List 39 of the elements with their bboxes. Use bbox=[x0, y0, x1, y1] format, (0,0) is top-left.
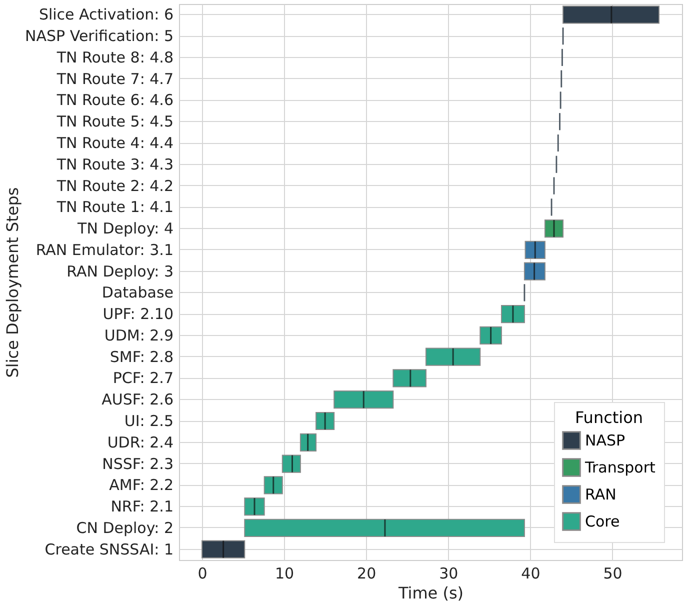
y-tick-label: CN Deploy: 2 bbox=[76, 518, 174, 537]
x-tick-label: 10 bbox=[274, 564, 294, 582]
y-tick-label: NRF: 2.1 bbox=[110, 498, 174, 516]
y-axis-title: Slice Deployment Steps bbox=[3, 187, 22, 378]
y-tick-label: UI: 2.5 bbox=[124, 412, 174, 430]
legend-label: Transport bbox=[584, 458, 656, 476]
y-tick-label: TN Route 3: 4.3 bbox=[56, 155, 174, 174]
y-tick-label: SMF: 2.8 bbox=[110, 348, 174, 366]
y-tick-label: TN Route 5: 4.5 bbox=[56, 112, 174, 131]
y-tick-label: NSSF: 2.3 bbox=[102, 454, 174, 473]
y-tick-label: TN Route 8: 4.8 bbox=[56, 48, 174, 66]
y-tick-label: TN Deploy: 4 bbox=[76, 220, 174, 238]
y-tick-label: AUSF: 2.6 bbox=[102, 390, 174, 409]
legend-title: Function bbox=[574, 408, 644, 427]
legend-label: RAN bbox=[585, 486, 616, 504]
y-tick-label: TN Route 2: 4.2 bbox=[56, 176, 174, 195]
y-tick-label: UPF: 2.10 bbox=[102, 305, 174, 324]
x-tick-label: 50 bbox=[603, 564, 622, 582]
y-tick-label: NASP Verification: 5 bbox=[25, 27, 174, 46]
legend-label: NASP bbox=[585, 432, 626, 450]
y-tick-label: Create SNSSAI: 1 bbox=[44, 540, 174, 558]
y-tick-label: UDM: 2.9 bbox=[104, 326, 174, 344]
y-tick-label: AMF: 2.2 bbox=[109, 476, 174, 494]
y-tick-label: RAN Deploy: 3 bbox=[66, 262, 174, 280]
y-tick-label: Slice Activation: 6 bbox=[38, 6, 174, 24]
x-tick-label: 0 bbox=[198, 564, 208, 582]
y-tick-label: UDR: 2.4 bbox=[107, 433, 174, 452]
y-tick-label: RAN Emulator: 3.1 bbox=[36, 240, 174, 259]
y-tick-label: TN Route 1: 4.1 bbox=[56, 198, 174, 216]
y-tick-label: Database bbox=[102, 284, 174, 302]
y-tick-label: PCF: 2.7 bbox=[112, 369, 174, 388]
y-tick-label: TN Route 4: 4.4 bbox=[56, 134, 174, 152]
y-tick-label: TN Route 6: 4.6 bbox=[56, 91, 174, 110]
y-tick-label: TN Route 7: 4.7 bbox=[56, 70, 174, 88]
x-tick-label: 30 bbox=[439, 564, 458, 582]
legend-label: Core bbox=[585, 512, 620, 530]
x-tick-label: 20 bbox=[357, 564, 376, 582]
x-tick-label: 40 bbox=[521, 564, 540, 582]
x-axis-title: Time (s) bbox=[397, 584, 464, 602]
